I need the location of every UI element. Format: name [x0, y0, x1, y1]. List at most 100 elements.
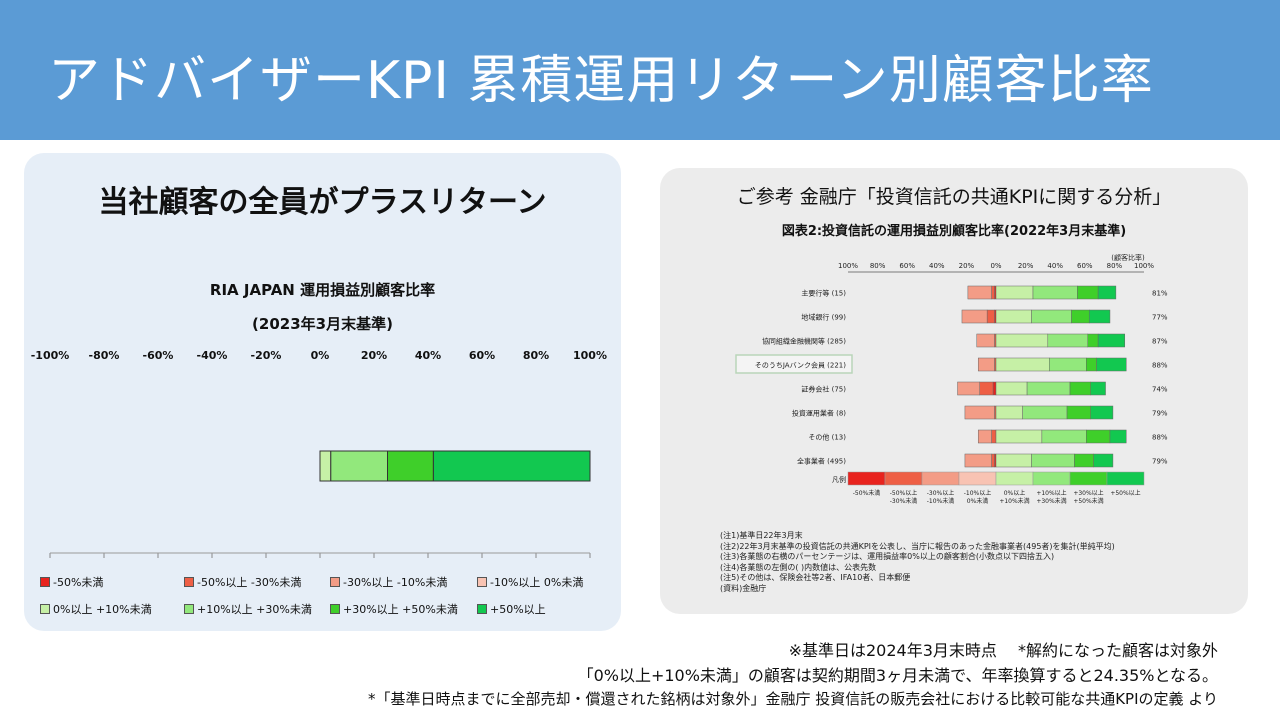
note-line: (資料)金融庁 [720, 583, 767, 593]
bar-segment [995, 453, 1032, 468]
x-tick-label: 80% [523, 349, 549, 362]
reference-chart: (顧客比率)100% 80% 60% 40% 20% 0% 20% 40% 60% 80% 100%… [735, 253, 1168, 505]
right-panel: ご参考 金融庁「投資信託の共通KPIに関する分析」 図表2:投資信託の運用損益別… [660, 168, 1248, 614]
footer-note-3: *「基準日時点までに全部売却・償還された銘柄は対象外」金融庁 投資信託の販売会社… [367, 690, 1218, 708]
legend-item: +50%以上 [477, 601, 546, 617]
highlight-box [735, 354, 853, 374]
bar-segment [1088, 309, 1111, 324]
note-line: (注4)各業態の左側の( )内数値は、公表先数 [720, 562, 877, 572]
legend-label: -50%未満 [53, 576, 104, 589]
legend-item: +10%以上 +30%未満 [184, 601, 312, 617]
bar-segment [976, 333, 995, 348]
bar-segment [977, 357, 995, 372]
x-tick-label: 0% [311, 349, 330, 362]
bar-segment [1041, 429, 1087, 444]
bar-segment [991, 453, 995, 468]
bar-segment [1093, 453, 1114, 468]
bar-segment [1086, 357, 1097, 372]
bar-segment [1031, 453, 1075, 468]
legend-swatch [184, 604, 194, 614]
x-tick-label: 40% [929, 262, 945, 270]
bar-segment [1097, 333, 1126, 348]
legend-item: -10%以上 0%未満 [477, 574, 583, 590]
bar-segment [319, 450, 332, 482]
legend-item-label: -30%以上 [927, 489, 955, 497]
x-tick-label: -40% [197, 349, 228, 362]
bar-segment [1069, 381, 1091, 396]
share-label: 81% [1152, 290, 1168, 298]
legend-item-label: +30%以上 [1073, 489, 1103, 497]
legend-item-label: 0%未満 [967, 497, 989, 505]
bar-segment [957, 381, 980, 396]
page-title: アドバイザーKPI 累積運用リターン別顧客比率 [48, 51, 1154, 111]
left-chart-subtitle: (2023年3月末基準) [252, 315, 393, 333]
share-label: 79% [1152, 458, 1168, 466]
left-chart: -100% -80% -60% -40% -20% 0% 20% 40% 60% 80% 100% [31, 349, 607, 558]
legend-item: 0%以上 +10%未満 [40, 601, 152, 617]
x-tick-label: 0% [990, 262, 1001, 270]
share-label: 77% [1152, 314, 1168, 322]
x-tick-label: -100% [31, 349, 70, 362]
bar-segment [1109, 429, 1127, 444]
bar-segment [995, 309, 1032, 324]
category-label: 全事業者 (495) [797, 457, 846, 466]
bar-segment [387, 450, 434, 482]
bar-segment [995, 429, 1043, 444]
category-label: そのうちJAバンク会員 (221) [755, 361, 846, 370]
x-tick-label: 100% [573, 349, 607, 362]
bar-segment [964, 453, 992, 468]
legend-swatch [884, 471, 923, 486]
legend-item-label: +30%未満 [1036, 497, 1066, 505]
legend-item-label: +50%以上 [1110, 489, 1140, 497]
legend-swatch [330, 577, 340, 587]
note-line: (注1)基準日22年3月末 [720, 531, 803, 540]
bar-segment [1096, 357, 1127, 372]
reference-figure-title: 図表2:投資信託の運用損益別顧客比率(2022年3月末基準) [781, 224, 1127, 239]
legend-item: +30%以上 +50%未満 [330, 601, 458, 617]
legend-item-label: +10%以上 [1036, 489, 1066, 497]
legend-item-label: +50%未満 [1073, 497, 1103, 505]
legend-item-label: +10%未満 [999, 497, 1029, 505]
axis-note: (顧客比率) [1111, 253, 1145, 262]
left-chart-title: RIA JAPAN 運用損益別顧客比率 [209, 281, 436, 299]
category-label: 証券会社 (75) [801, 385, 846, 394]
share-label: 87% [1152, 338, 1168, 346]
x-tick-label: 100% [838, 262, 858, 270]
bar-segment [1032, 285, 1078, 300]
x-tick-label: -20% [251, 349, 282, 362]
note-line: (注5)その他は、保険会社等2者、IFA10者、日本郵便 [720, 573, 911, 582]
bar-segment [330, 450, 388, 482]
x-tick-label: 20% [361, 349, 387, 362]
x-tick-label: 80% [870, 262, 886, 270]
bar-segment [961, 309, 988, 324]
legend-label: +30%以上 +50%未満 [343, 603, 458, 616]
legend-swatch [40, 577, 50, 587]
reference-title: ご参考 金融庁「投資信託の共通KPIに関する分析」 [736, 186, 1172, 208]
bar-segment [964, 405, 995, 420]
bar-segment [1097, 285, 1117, 300]
bar-segment [1090, 405, 1114, 420]
legend-swatch [847, 471, 886, 486]
legend-swatch [40, 604, 50, 614]
legend-label: -30%以上 -10%未満 [343, 576, 448, 589]
header-bar: アドバイザーKPI 累積運用リターン別顧客比率 [0, 0, 1280, 140]
x-tick-label: 40% [415, 349, 441, 362]
legend-label: +10%以上 +30%未満 [197, 603, 312, 616]
share-label: 74% [1152, 386, 1168, 394]
legend-swatch [958, 471, 997, 486]
footer-note-2: 「0%以上+10%未満」の顧客は契約期間3ヶ月未満で、年率換算すると24.35%… [577, 666, 1218, 685]
share-label: 88% [1152, 434, 1168, 442]
bar-segment [967, 285, 992, 300]
left-headline: 当社顧客の全員がプラスリターン [98, 185, 547, 220]
category-label: 主要行等 (15) [801, 289, 846, 298]
legend-item-label: -10%未満 [927, 497, 955, 505]
bar-segment [1026, 381, 1071, 396]
bar-segment [1066, 405, 1091, 420]
legend-swatch [477, 604, 487, 614]
note-line: (注2)22年3月末基準の投資信託の共通KPIを公表し、当庁に報告のあった金融事… [720, 541, 1115, 551]
legend-item-label: -10%以上 [964, 489, 992, 497]
bar-segment [1071, 309, 1090, 324]
reference-notes: (注1)基準日22年3月末 (注2)22年3月末基準の投資信託の共通KPIを公表… [720, 531, 1115, 594]
legend-swatch [921, 471, 960, 486]
x-tick-label: 60% [899, 262, 915, 270]
